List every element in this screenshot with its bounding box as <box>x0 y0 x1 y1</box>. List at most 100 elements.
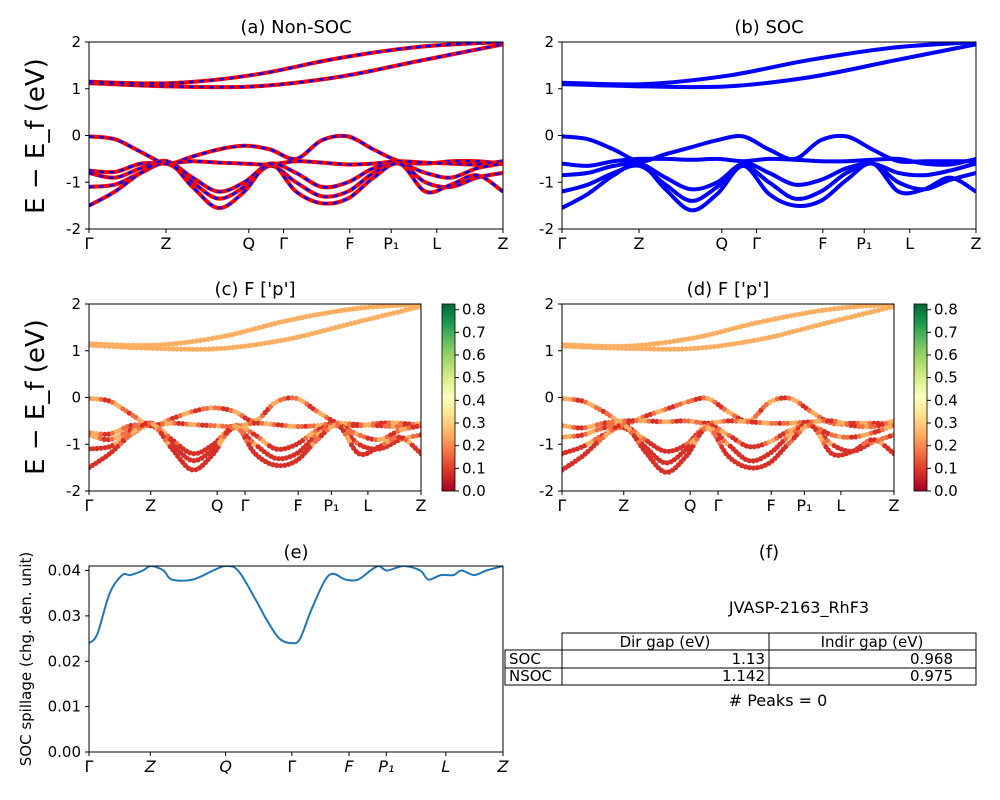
table-footer: # Peaks = 0 <box>729 691 828 710</box>
band-point <box>98 341 104 347</box>
panel-a-kpoint-label: Γ <box>279 234 288 253</box>
band-point <box>94 431 100 437</box>
band-point <box>377 437 383 443</box>
band-point <box>378 423 384 429</box>
table-row1-label: SOC <box>509 650 541 668</box>
band-point <box>571 433 577 439</box>
panel-e-ylabel: SOC spillage (chg. den. unit) <box>17 552 35 767</box>
band-point <box>210 346 216 352</box>
band-point <box>336 324 342 330</box>
band-point <box>194 338 200 344</box>
band-point <box>698 333 704 339</box>
band-point <box>575 397 581 403</box>
band-point <box>172 420 178 426</box>
panel-a-ytick-label: -2 <box>66 220 81 238</box>
band-point <box>563 396 569 402</box>
band-point <box>575 342 581 348</box>
band-point <box>721 328 728 334</box>
band-point <box>214 346 220 352</box>
band-point <box>370 304 376 310</box>
band-point <box>602 420 608 426</box>
band-point <box>745 322 751 328</box>
band-point <box>622 418 628 424</box>
panel-d-kpoint-label: Q <box>684 496 697 515</box>
band-point <box>360 451 366 458</box>
panel-d-ytick-label: -1 <box>539 435 554 453</box>
band-point <box>234 344 240 350</box>
band-point <box>782 331 788 337</box>
band-point <box>230 344 236 350</box>
band-point <box>805 325 812 331</box>
band-point <box>690 335 697 341</box>
colorbar-tick-label: 0.1 <box>934 459 958 477</box>
band-point <box>567 396 573 402</box>
band-point <box>258 341 264 347</box>
panel-c-kpoint-label: Γ <box>241 496 250 515</box>
panel-c-kpoint-label: Z <box>145 496 156 515</box>
band-point <box>382 304 388 309</box>
band-point <box>311 423 317 429</box>
table-header-indir: Indir gap (eV) <box>821 633 924 651</box>
colorbar-tick-label: 0.3 <box>462 414 486 432</box>
band-point <box>170 341 176 347</box>
band-point <box>394 424 400 430</box>
band-point <box>343 420 349 427</box>
band-point <box>332 325 338 331</box>
band-point <box>579 432 585 438</box>
band-point <box>158 346 164 352</box>
band-point <box>887 304 893 307</box>
band-point <box>186 346 192 352</box>
band-point <box>225 332 231 338</box>
band-point <box>256 325 262 331</box>
band-point <box>829 319 835 325</box>
band-point <box>126 342 132 348</box>
band-point <box>759 336 765 342</box>
band-point <box>142 342 148 348</box>
band-point <box>843 304 849 311</box>
band-point <box>646 418 652 424</box>
band-point <box>837 434 843 440</box>
band-point <box>418 432 421 438</box>
band-point <box>394 304 400 308</box>
band-point <box>618 418 624 424</box>
band-point <box>715 343 721 349</box>
band-point <box>868 424 874 430</box>
band-point <box>587 424 593 430</box>
band-point <box>369 436 375 442</box>
band-point <box>212 423 218 429</box>
band-point <box>860 432 867 438</box>
band-point <box>777 420 783 426</box>
band-point <box>278 337 284 344</box>
table-row1-indir: 0.968 <box>910 650 953 668</box>
band-point <box>751 337 757 344</box>
band-point <box>392 435 398 441</box>
panel-d-kpoint-label: Z <box>889 496 900 515</box>
band-point <box>856 312 862 318</box>
panel-e-frame <box>88 565 504 753</box>
band-point <box>594 422 600 428</box>
band-point <box>817 418 823 424</box>
band-point <box>187 457 193 463</box>
band-point <box>150 342 156 348</box>
band-point <box>579 342 585 349</box>
band-point <box>323 310 329 316</box>
band-point <box>694 334 700 340</box>
band-point <box>686 418 692 424</box>
band-point <box>753 320 759 326</box>
band-point <box>334 308 340 314</box>
table-header-dir: Dir gap (eV) <box>620 633 711 651</box>
band-point <box>418 304 421 307</box>
panel-e-kpoint-label: Z <box>144 757 157 776</box>
band-point <box>98 445 104 451</box>
panel-e-ytick-label: 0.00 <box>48 743 81 761</box>
band-point <box>813 323 819 329</box>
band-point <box>829 418 835 424</box>
band-point <box>212 405 218 411</box>
panel-c-kpoint-label: F <box>294 496 303 515</box>
band-point <box>743 339 749 345</box>
band-point <box>390 423 396 430</box>
band-point <box>891 451 894 457</box>
panel-c-kpoint-label: Q <box>211 496 224 515</box>
band-point <box>627 343 633 349</box>
